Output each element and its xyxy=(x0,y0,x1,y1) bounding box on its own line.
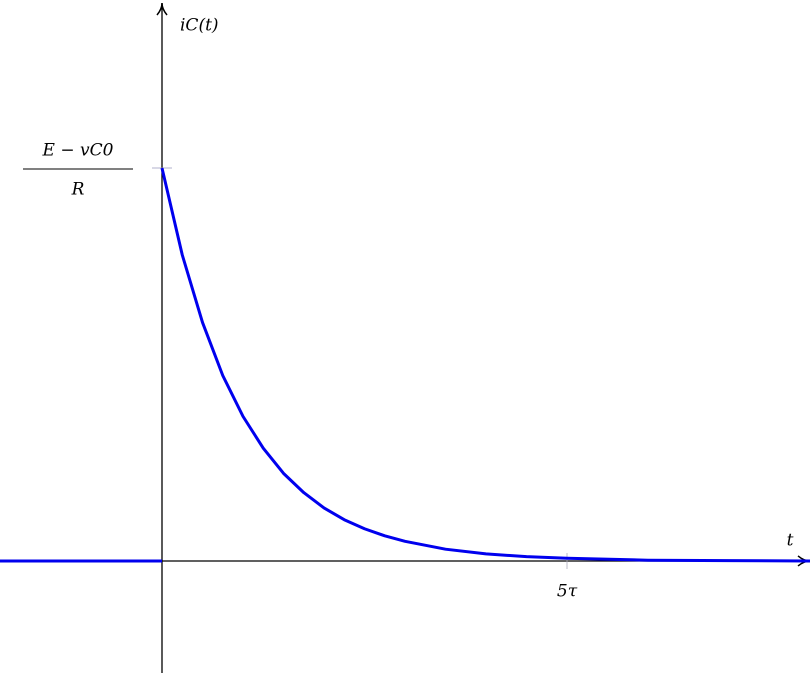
y-tick-label-denominator: R xyxy=(71,180,85,200)
y-axis-arrow xyxy=(156,2,168,16)
x-tick-label: 5τ xyxy=(557,581,578,601)
x-axis-label: t xyxy=(787,531,794,551)
line xyxy=(160,167,811,563)
y-tick-label: E − vC0 xyxy=(42,141,114,161)
y-axis-label: iC(t) xyxy=(180,16,219,36)
